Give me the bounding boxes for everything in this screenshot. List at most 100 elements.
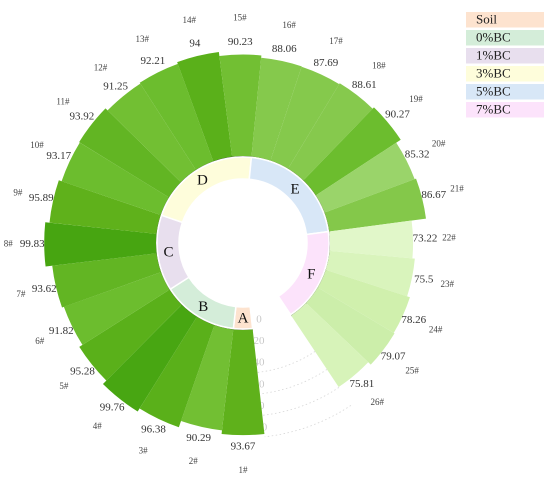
category-label-9#: 9# [13, 188, 23, 198]
legend-swatch [466, 12, 544, 28]
group-label-d: D [197, 172, 208, 188]
category-label-25#: 25# [405, 365, 419, 375]
category-label-16#: 16# [282, 20, 296, 30]
category-label-6#: 6# [35, 336, 45, 346]
value-label-8#: 99.83 [20, 238, 45, 250]
bar-21# [324, 178, 426, 232]
category-label-3#: 3# [139, 445, 149, 455]
value-label-26#: 75.81 [349, 378, 374, 390]
bar-1# [221, 329, 265, 436]
group-label-c: C [164, 244, 174, 260]
bar-23# [325, 250, 415, 297]
category-label-17#: 17# [329, 36, 343, 46]
value-label-1#: 93.67 [231, 441, 256, 453]
bar-11# [79, 108, 181, 198]
value-label-12#: 91.25 [103, 80, 128, 92]
group-segment-f [277, 230, 330, 316]
bar-8# [44, 222, 157, 267]
radial-tick-label: 40 [254, 357, 266, 369]
category-label-5#: 5# [59, 381, 69, 391]
group-label-f: F [307, 266, 315, 282]
category-label-20#: 20# [432, 138, 446, 148]
value-label-3#: 96.38 [141, 423, 166, 435]
category-label-14#: 14# [183, 15, 197, 25]
bar-7# [52, 253, 162, 308]
value-label-17#: 87.69 [314, 57, 339, 69]
bar-12# [107, 83, 196, 183]
legend-label: 1%BC [476, 48, 511, 63]
category-label-13#: 13# [136, 34, 150, 44]
group-label-a: A [238, 310, 249, 326]
bar-16# [251, 57, 302, 161]
radial-tick-label: 60 [254, 378, 266, 390]
radial-tick-label: 0 [256, 314, 262, 326]
category-label-21#: 21# [450, 184, 464, 194]
value-label-6#: 91.82 [49, 325, 74, 337]
bar-13# [139, 63, 214, 170]
group-label-b: B [198, 299, 208, 315]
bar-25# [306, 287, 395, 365]
bar-17# [270, 66, 340, 169]
legend-swatch [466, 66, 544, 82]
radial-gridline [257, 351, 316, 373]
value-label-5#: 95.28 [70, 366, 95, 378]
bar-5# [79, 289, 182, 381]
value-label-13#: 92.21 [141, 55, 166, 67]
bar-6# [63, 272, 170, 345]
category-label-2#: 2# [189, 456, 199, 466]
group-label-e: E [291, 181, 300, 197]
legend-label: 0%BC [476, 30, 511, 45]
value-label-7#: 93.62 [32, 283, 57, 295]
value-label-2#: 90.29 [186, 432, 211, 444]
value-label-16#: 88.06 [272, 43, 297, 55]
bar-4# [102, 304, 197, 412]
value-label-23#: 75.5 [414, 274, 434, 286]
legend-swatch [466, 84, 544, 100]
category-label-10#: 10# [30, 140, 44, 150]
bar-3# [139, 316, 215, 428]
legend-label: 5%BC [476, 84, 511, 99]
category-label-19#: 19# [409, 94, 423, 104]
bar-24# [317, 269, 410, 333]
value-label-14#: 94 [189, 38, 201, 50]
value-label-19#: 90.27 [385, 109, 410, 121]
radial-gridline [262, 387, 340, 416]
value-label-22#: 73.22 [413, 233, 438, 245]
category-label-22#: 22# [442, 233, 456, 243]
value-label-9#: 95.89 [29, 192, 54, 204]
value-label-24#: 78.26 [401, 314, 426, 326]
value-label-21#: 86.67 [421, 189, 446, 201]
bar-26# [291, 302, 369, 387]
value-label-15#: 90.23 [228, 36, 253, 48]
value-label-11#: 93.92 [70, 111, 95, 123]
category-label-15#: 15# [233, 13, 247, 23]
legend-swatch [466, 48, 544, 64]
category-label-4#: 4# [93, 421, 103, 431]
bar-18# [288, 83, 373, 181]
radial-tick-label: 20 [254, 335, 266, 347]
value-label-4#: 99.76 [100, 402, 125, 414]
radial-gridline [264, 405, 352, 438]
bar-15# [219, 54, 262, 157]
bar-22# [329, 220, 414, 259]
bar-20# [315, 142, 415, 213]
bar-10# [61, 142, 169, 215]
value-label-18#: 88.61 [352, 79, 377, 91]
category-label-26#: 26# [371, 397, 385, 407]
legend-label: 7%BC [476, 102, 511, 117]
category-label-7#: 7# [16, 289, 26, 299]
legend-swatch [466, 102, 544, 118]
legend-label: Soil [476, 12, 497, 27]
value-label-20#: 85.32 [405, 149, 430, 161]
bar-19# [303, 107, 401, 196]
category-label-8#: 8# [4, 239, 14, 249]
bar-9# [49, 180, 161, 234]
bar-2# [181, 325, 234, 431]
category-label-24#: 24# [429, 324, 443, 334]
legend-label: 3%BC [476, 66, 511, 81]
legend-swatch [466, 30, 544, 46]
category-label-11#: 11# [56, 96, 70, 106]
category-label-18#: 18# [372, 61, 386, 71]
